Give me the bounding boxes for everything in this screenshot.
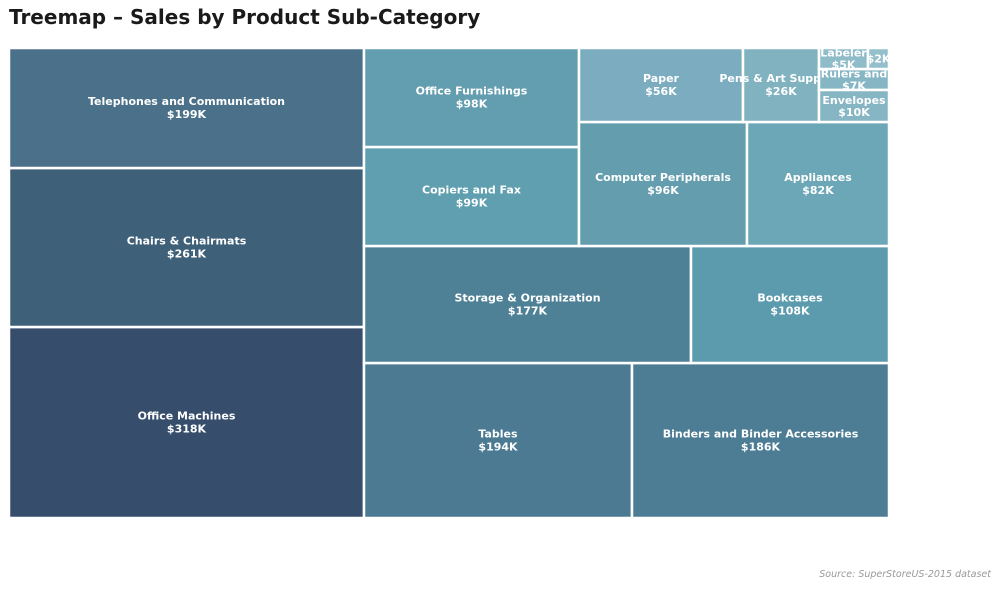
- tile-label: Office Furnishings: [416, 85, 528, 98]
- tile-value-label: $98K: [456, 98, 488, 111]
- tile-value-label: $186K: [741, 441, 781, 454]
- tile-rect-copiers-and-fax: [362, 145, 581, 248]
- tile-paper: Paper$56K: [577, 46, 745, 124]
- tile-value-label: $199K: [167, 108, 207, 121]
- tile-rect-pens-art-supplies: [741, 46, 821, 124]
- tile-label: Chairs & Chairmats: [127, 235, 247, 248]
- tile-binders-and-binder-accessories: Binders and Binder Accessories$186K: [630, 361, 891, 520]
- tile-labels: Labeler$5K: [817, 47, 870, 72]
- tile-rect-appliances: [745, 120, 891, 248]
- tile-rect-paper: [577, 46, 745, 124]
- tile-scissors-rulers-and-trimmers: Rulers and$7K: [817, 68, 891, 93]
- tile-label: Appliances: [784, 171, 852, 184]
- tile-office-machines: Office Machines$318K: [7, 325, 366, 520]
- tile-rubber-bands: $2K: [866, 46, 891, 71]
- tile-label: Bookcases: [757, 292, 823, 305]
- tile-rect-binders-and-binder-accessories: [630, 361, 891, 520]
- tile-label: Labeler: [820, 47, 867, 60]
- tile-value-label: $2K: [867, 53, 891, 66]
- tile-appliances: Appliances$82K: [745, 120, 891, 248]
- tile-label: Pens & Art Supplies: [719, 72, 843, 85]
- tile-tables: Tables$194K: [362, 361, 634, 520]
- tile-value-label: $26K: [765, 85, 797, 98]
- tile-rect-office-furnishings: [362, 46, 581, 149]
- tile-pens-art-supplies: Pens & Art Supplies$26K: [719, 46, 843, 124]
- tile-value-label: $108K: [770, 305, 810, 318]
- tile-label: Copiers and Fax: [422, 184, 521, 197]
- tile-value-label: $261K: [167, 248, 207, 261]
- tile-value-label: $99K: [456, 197, 488, 210]
- tile-storage-organization: Storage & Organization$177K: [362, 244, 693, 365]
- tile-copiers-and-fax: Copiers and Fax$99K: [362, 145, 581, 248]
- tile-office-furnishings: Office Furnishings$98K: [362, 46, 581, 149]
- tile-rect-envelopes: [817, 88, 891, 124]
- tile-chairs-chairmats: Chairs & Chairmats$261K: [7, 166, 366, 329]
- tile-telephones-and-communication: Telephones and Communication$199K: [7, 46, 366, 170]
- tile-value-label: $318K: [167, 423, 207, 436]
- tile-rect-rubber-bands: [866, 46, 891, 71]
- tile-label: Rulers and: [821, 68, 887, 81]
- chart-title: Treemap – Sales by Product Sub-Category: [9, 5, 481, 29]
- tile-label: Envelopes: [822, 94, 886, 107]
- tile-value-label: $177K: [508, 305, 548, 318]
- tile-value-label: $5K: [832, 59, 856, 72]
- tile-envelopes: Envelopes$10K: [817, 88, 891, 124]
- tile-rect-bookcases: [689, 244, 891, 365]
- tile-label: Office Machines: [138, 410, 236, 423]
- tile-value-label: $96K: [647, 184, 679, 197]
- tile-label: Tables: [478, 428, 518, 441]
- tile-value-label: $82K: [802, 184, 834, 197]
- tile-label: Binders and Binder Accessories: [663, 428, 859, 441]
- tile-bookcases: Bookcases$108K: [689, 244, 891, 365]
- tile-rect-office-machines: [7, 325, 366, 520]
- tile-label: Storage & Organization: [454, 292, 600, 305]
- tile-value-label: $10K: [838, 106, 870, 119]
- tile-value-label: $194K: [478, 441, 518, 454]
- tile-rect-storage-organization: [362, 244, 693, 365]
- tile-computer-peripherals: Computer Peripherals$96K: [577, 120, 749, 248]
- tile-rect-tables: [362, 361, 634, 520]
- tile-label: Paper: [643, 72, 680, 85]
- tile-value-label: $56K: [645, 85, 677, 98]
- source-note: Source: SuperStoreUS-2015 dataset: [819, 569, 991, 580]
- tile-rect-telephones-and-communication: [7, 46, 366, 170]
- tile-label: Computer Peripherals: [595, 171, 731, 184]
- tile-label: Telephones and Communication: [88, 95, 285, 108]
